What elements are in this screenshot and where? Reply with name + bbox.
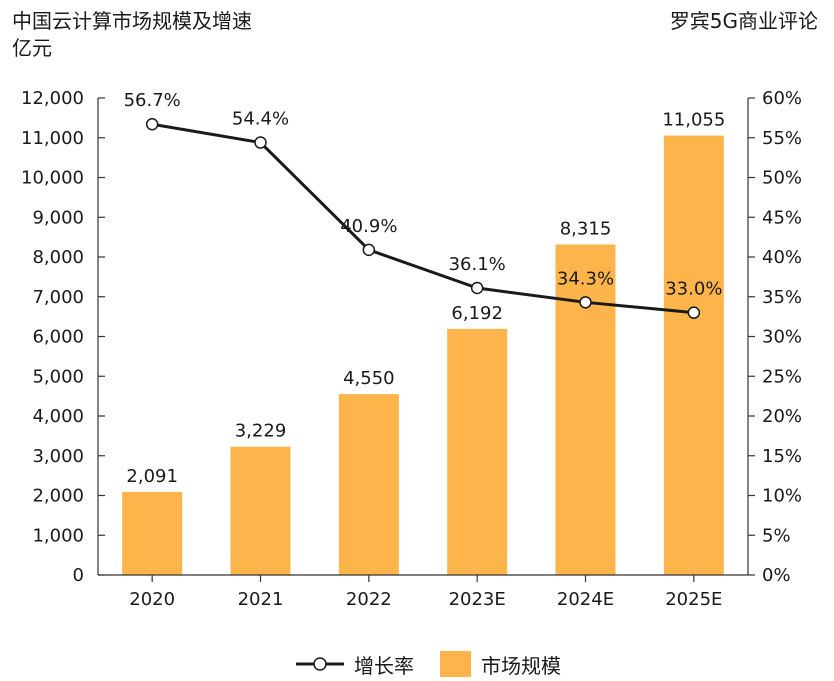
y2-tick-label: 5% bbox=[762, 525, 791, 546]
y-tick-label: 0 bbox=[73, 565, 84, 586]
growth-rate-label: 56.7% bbox=[124, 90, 181, 111]
y-tick-label: 6,000 bbox=[32, 327, 84, 348]
legend-label-growth-rate: 增长率 bbox=[354, 653, 414, 678]
y-axis-unit: 亿元 bbox=[12, 36, 52, 60]
y2-tick-label: 35% bbox=[762, 287, 802, 308]
y2-tick-label: 45% bbox=[762, 207, 802, 228]
chart-canvas: 0 1,000 2,000 3,000 4,000 5,000 6,000 7,000 8,00… bbox=[21, 88, 802, 610]
growth-rate-point bbox=[145, 117, 159, 131]
legend-item-market-size: 市场规模 bbox=[440, 649, 561, 679]
growth-rate-point bbox=[362, 243, 376, 257]
legend: 增长率 市场规模 bbox=[0, 649, 834, 679]
y-tick-label: 1,000 bbox=[32, 525, 84, 546]
y-tick-label: 5,000 bbox=[32, 366, 84, 387]
y2-tick-label: 20% bbox=[762, 406, 802, 427]
bar-2020 bbox=[122, 491, 183, 575]
y-tick-label: 7,000 bbox=[32, 287, 84, 308]
y2-tick-label: 15% bbox=[762, 446, 802, 467]
bar-2021 bbox=[230, 446, 291, 575]
y2-tick-label: 50% bbox=[762, 168, 802, 189]
growth-rate-line bbox=[151, 122, 694, 315]
growth-rate-point bbox=[254, 136, 267, 149]
growth-rate-point bbox=[579, 296, 592, 309]
bar-value-label: 2,091 bbox=[126, 466, 178, 487]
y2-tick-label: 10% bbox=[762, 486, 802, 507]
growth-rate-point bbox=[470, 281, 484, 295]
y-tick-label: 8,000 bbox=[32, 247, 84, 268]
y-tick-label: 12,000 bbox=[21, 88, 84, 109]
x-tick-label: 2023E bbox=[449, 589, 506, 610]
x-tick-label: 2022 bbox=[346, 589, 392, 610]
x-tick-label: 2024E bbox=[557, 589, 614, 610]
bar-value-label: 8,315 bbox=[560, 218, 612, 239]
y-tick-label: 3,000 bbox=[32, 446, 84, 467]
bar-value-label: 11,055 bbox=[662, 110, 725, 131]
y2-tick-label: 55% bbox=[762, 128, 802, 149]
growth-rate-label: 40.9% bbox=[340, 216, 397, 237]
growth-rate-label: 34.3% bbox=[557, 268, 614, 289]
y2-tick-label: 30% bbox=[762, 327, 802, 348]
y-tick-label: 9,000 bbox=[32, 207, 84, 228]
y2-tick-label: 25% bbox=[762, 366, 802, 387]
source-label: 罗宾5G商业评论 bbox=[669, 9, 818, 33]
growth-rate-label: 36.1% bbox=[449, 254, 506, 275]
y2-tick-label: 60% bbox=[762, 88, 802, 109]
x-tick-label: 2025E bbox=[665, 589, 722, 610]
chart-title: 中国云计算市场规模及增速 bbox=[12, 9, 252, 33]
y2-tick-label: 40% bbox=[762, 247, 802, 268]
legend-item-growth-rate: 增长率 bbox=[296, 649, 414, 679]
y-tick-label: 2,000 bbox=[32, 486, 84, 507]
x-tick-label: 2020 bbox=[129, 589, 175, 610]
bar-value-label: 3,229 bbox=[235, 421, 287, 442]
y-tick-label: 4,000 bbox=[32, 406, 84, 427]
bar-2025E bbox=[663, 135, 724, 575]
x-tick-label: 2021 bbox=[238, 589, 284, 610]
legend-label-market-size: 市场规模 bbox=[481, 653, 561, 678]
bar-2024E bbox=[555, 244, 616, 575]
y-tick-label: 10,000 bbox=[21, 168, 84, 189]
bar-2022 bbox=[338, 394, 399, 575]
bar-value-label: 6,192 bbox=[451, 303, 503, 324]
legend-line-marker-icon bbox=[296, 657, 344, 671]
growth-rate-point bbox=[687, 306, 701, 319]
y2-tick-label: 0% bbox=[762, 565, 791, 586]
growth-rate-label: 33.0% bbox=[665, 279, 722, 300]
y-tick-label: 11,000 bbox=[21, 128, 84, 149]
bar-value-label: 4,550 bbox=[343, 368, 395, 389]
growth-rate-label: 54.4% bbox=[232, 109, 289, 130]
bar-2023E bbox=[447, 328, 508, 575]
legend-bar-swatch-icon bbox=[440, 651, 471, 677]
